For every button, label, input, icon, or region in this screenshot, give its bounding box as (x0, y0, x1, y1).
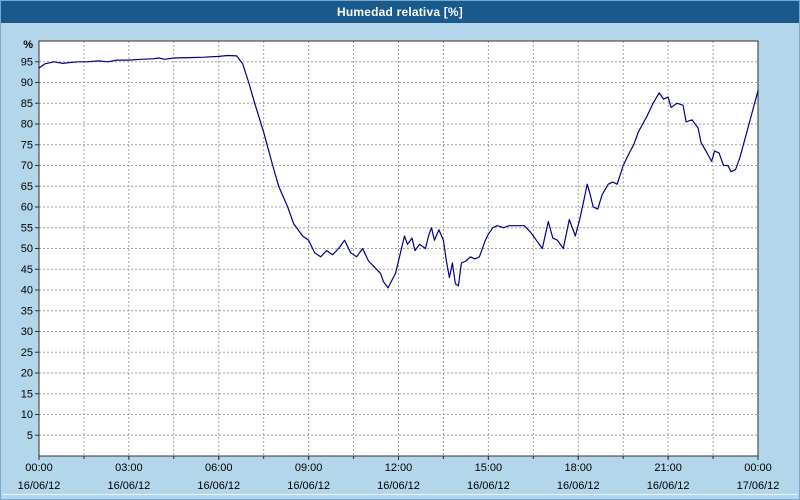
x-tick-date-label: 16/06/12 (107, 480, 150, 492)
x-tick-date-label: 16/06/12 (377, 480, 420, 492)
x-tick-date-label: 16/06/12 (557, 480, 600, 492)
y-tick-label: 75 (21, 139, 33, 151)
y-tick-label: 40 (21, 285, 33, 297)
y-tick-label: 55 (21, 222, 33, 234)
x-tick-date-label: 16/06/12 (467, 480, 510, 492)
y-tick-label: 45 (21, 264, 33, 276)
x-tick-date-label: 16/06/12 (197, 480, 240, 492)
x-tick-date-label: 17/06/12 (737, 480, 780, 492)
x-tick-time-label: 18:00 (564, 462, 592, 474)
y-tick-label: 25 (21, 347, 33, 359)
x-tick-time-label: 21:00 (654, 462, 682, 474)
y-tick-label: 95 (21, 56, 33, 68)
y-tick-label: 35 (21, 305, 33, 317)
x-tick-time-label: 15:00 (475, 462, 503, 474)
humidity-line-chart: 95 90 85 80 75 70 65 60 55 50 45 40 35 30 25 20 15 10 5% 00… (18, 39, 780, 492)
window-title: Humedad relativa [%] (336, 5, 464, 19)
y-tick-label: 70 (21, 160, 33, 172)
y-tick-label: 5 (27, 430, 33, 442)
x-tick-time-label: 03:00 (115, 462, 143, 474)
y-tick-label: 20 (21, 368, 33, 380)
y-tick-label: 15 (21, 388, 33, 400)
y-tick-label: 90 (21, 77, 33, 89)
x-tick-time-label: 00:00 (25, 462, 53, 474)
x-tick-time-label: 12:00 (385, 462, 413, 474)
x-tick-date-label: 16/06/12 (647, 480, 690, 492)
y-tick-label: 80 (21, 119, 33, 131)
bottom-groove (3, 494, 797, 495)
y-tick-label: 30 (21, 326, 33, 338)
y-tick-label: 50 (21, 243, 33, 255)
x-tick-date-label: 16/06/12 (18, 480, 61, 492)
series-line-humedad-relativa (38, 54, 759, 289)
x-tick-time-label: 09:00 (295, 462, 323, 474)
x-tick-time-label: 06:00 (205, 462, 233, 474)
y-tick-label: 65 (21, 181, 33, 193)
y-tick-label: 60 (21, 202, 33, 214)
x-tick-time-label: 00:00 (744, 462, 772, 474)
y-tick-label: 10 (21, 409, 33, 421)
x-tick-date-label: 16/06/12 (287, 480, 330, 492)
window-titlebar: Humedad relativa [%] (1, 1, 799, 23)
y-axis-unit-label: % (23, 39, 33, 51)
y-tick-label: 85 (21, 98, 33, 110)
